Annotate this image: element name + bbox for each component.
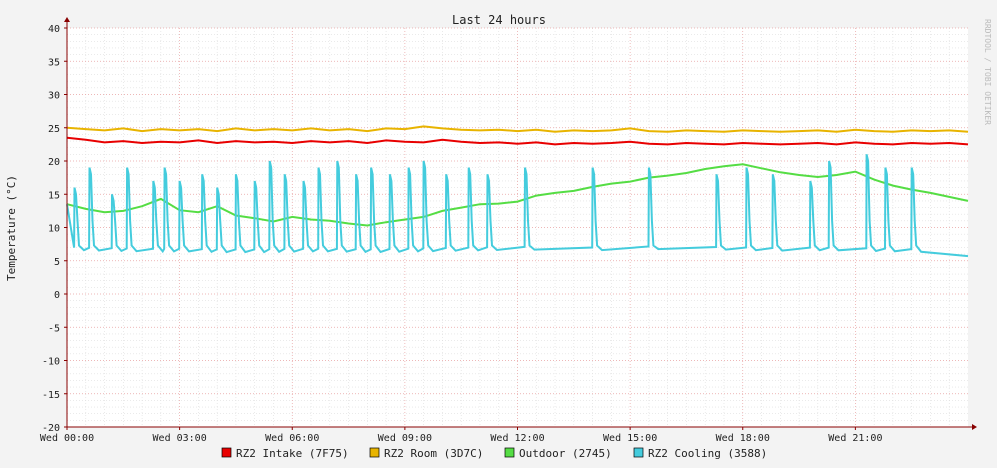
series-line-4	[66, 154, 969, 258]
axes	[64, 17, 977, 430]
x-tick-label: Wed 09:00	[378, 433, 432, 444]
x-tick-label: Wed 06:00	[265, 433, 319, 444]
x-tick-label: Wed 15:00	[603, 433, 657, 444]
legend-label: RZ2 Room (3D7C)	[384, 447, 483, 460]
y-tick-label: -5	[48, 323, 60, 334]
y-tick-label: 5	[54, 257, 60, 268]
series-line-2	[66, 125, 969, 133]
x-tick-label: Wed 18:00	[716, 433, 770, 444]
x-axis-arrow	[972, 424, 977, 430]
y-tick-label: -15	[42, 390, 60, 401]
legend-swatch	[369, 447, 380, 458]
y-tick-label: 25	[48, 124, 60, 135]
legend-label: Outdoor (2745)	[519, 447, 612, 460]
legend-label: RZ2 Cooling (3588)	[648, 447, 767, 460]
y-tick-label: 20	[48, 157, 60, 168]
legend-label: RZ2 Intake (7F75)	[236, 447, 349, 460]
x-tick-label: Wed 03:00	[153, 433, 207, 444]
y-tick-label: 15	[48, 190, 60, 201]
x-tick-label: Wed 12:00	[490, 433, 544, 444]
y-tick-label: 30	[48, 91, 60, 102]
legend: RZ2 Intake (7F75) RZ2 Room (3D7C) Outdoor …	[221, 447, 767, 460]
y-tick-label: 40	[48, 24, 60, 35]
legend-swatch	[504, 447, 515, 458]
y-axis-arrow	[64, 17, 70, 22]
y-tick-label: 0	[54, 290, 60, 301]
legend-swatch	[633, 447, 644, 458]
series-line-1	[66, 136, 969, 146]
y-axis-label: Temperature (°C)	[5, 175, 18, 281]
y-tick-label: -10	[42, 357, 60, 368]
legend-swatch	[221, 447, 232, 458]
x-tick-label: Wed 00:00	[40, 433, 94, 444]
y-tick-label: 10	[48, 224, 60, 235]
y-tick-label: 35	[48, 57, 60, 68]
x-tick-label: Wed 21:00	[828, 433, 882, 444]
watermark: RRDTOOL / TOBI OETIKER	[983, 19, 992, 125]
series-lines	[66, 125, 969, 258]
y-tick-labels: -20 -15 -10 -5 0 5 10 15 20 25 30 35 40	[42, 24, 67, 434]
y-tick-label: -20	[42, 423, 60, 434]
chart-title: Last 24 hours	[452, 13, 546, 27]
x-tick-labels: Wed 00:00 Wed 03:00 Wed 06:00 Wed 09:00 Wed …	[40, 427, 882, 444]
